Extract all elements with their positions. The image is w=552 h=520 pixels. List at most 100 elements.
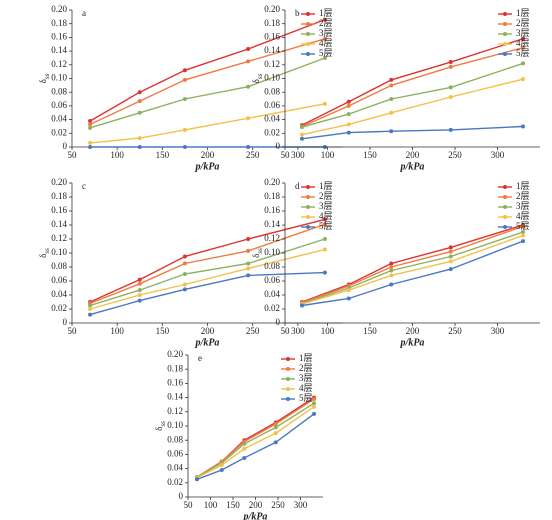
x-tick-label: 300: [294, 500, 308, 510]
legend-marker: [306, 22, 310, 26]
y-tick-label: 0.06: [51, 100, 67, 110]
panel-title: d: [295, 181, 300, 191]
point: [300, 136, 304, 141]
x-tick-label: 50: [281, 150, 291, 160]
point: [312, 404, 316, 409]
series-line: [301, 125, 524, 140]
point: [389, 97, 394, 102]
legend-marker: [306, 52, 310, 56]
y-tick-label: 0.10: [51, 247, 67, 257]
y-tick-label: 0.16: [51, 205, 67, 215]
y-tick-label: 0.12: [264, 233, 280, 243]
point: [448, 245, 453, 250]
point: [448, 249, 453, 254]
x-tick-label: 150: [156, 326, 170, 336]
y-tick-label: 0.08: [264, 86, 280, 96]
series-line: [301, 78, 524, 136]
series-line: [89, 38, 326, 126]
legend-label: 3层: [516, 28, 530, 38]
panel: 0 0.02 0.04 0.06 0.08 0.10 0.12 0.14 0.16 0.18 0.2…: [38, 177, 343, 348]
series-line: [301, 240, 524, 307]
x-tick-label: 250: [246, 326, 260, 336]
point: [389, 129, 394, 134]
point: [182, 287, 187, 292]
series-line: [301, 231, 524, 305]
y-tick-label: 0.10: [167, 420, 183, 430]
point: [346, 130, 351, 135]
point: [137, 90, 142, 95]
x-tick-label: 300: [291, 150, 305, 160]
legend-label: 5层: [299, 393, 313, 403]
y-tick-label: 0.08: [51, 261, 67, 271]
x-axis-label: p/kPa: [195, 337, 220, 348]
legend-label: 2层: [299, 363, 313, 373]
point: [389, 261, 394, 266]
y-tick-label: 0.14: [51, 219, 67, 229]
y-tick-label: 0.20: [264, 177, 280, 187]
point: [346, 122, 351, 127]
x-tick-label: 250: [448, 326, 462, 336]
point: [88, 303, 93, 308]
point: [322, 222, 327, 227]
y-tick-label: 0.20: [51, 177, 67, 187]
y-tick-label: 0.06: [51, 275, 67, 285]
legend-label: 3层: [319, 28, 333, 38]
point: [521, 230, 525, 234]
point: [312, 401, 316, 406]
y-tick-label: 0.08: [167, 434, 183, 444]
point: [88, 145, 93, 149]
panel: 0 0.02 0.04 0.06 0.08 0.10 0.12 0.14 0.16 0.18 0.2…: [154, 349, 323, 520]
legend-marker: [306, 32, 310, 36]
point: [346, 99, 351, 104]
point: [300, 125, 304, 130]
x-tick-label: 200: [201, 326, 215, 336]
point: [521, 224, 525, 229]
point: [88, 312, 93, 317]
point: [521, 124, 525, 129]
point: [182, 261, 187, 266]
point: [246, 273, 251, 278]
panel-title: b: [295, 8, 300, 18]
x-tick-label: 100: [321, 150, 335, 160]
panel: 0 0.02 0.04 0.06 0.08 0.10 0.12 0.14 0.16 0.18 0.2…: [251, 177, 540, 348]
panel-title: e: [198, 353, 202, 363]
y-axis-label: δss: [251, 73, 264, 83]
panel-title: c: [82, 181, 86, 191]
y-tick-label: 0: [63, 317, 68, 327]
point: [182, 68, 187, 73]
y-axis-label: δss: [251, 248, 264, 258]
point: [137, 288, 142, 293]
legend-marker: [286, 387, 290, 391]
point: [521, 239, 525, 244]
legend-marker: [503, 205, 507, 209]
y-tick-label: 0.12: [167, 406, 183, 416]
y-tick-label: 0.20: [167, 349, 183, 359]
series-line: [301, 234, 524, 305]
y-tick-label: 0.02: [264, 127, 280, 137]
legend-label: 4层: [516, 211, 530, 221]
point: [389, 83, 394, 88]
legend-label: 2层: [516, 191, 530, 201]
y-tick-label: 0.06: [167, 448, 183, 458]
point: [448, 259, 453, 264]
point: [88, 307, 93, 311]
point: [137, 281, 142, 286]
legend-marker: [306, 215, 310, 219]
x-tick-label: 150: [156, 150, 170, 160]
y-axis-label: δss: [38, 248, 51, 258]
y-tick-label: 0.16: [264, 31, 280, 41]
point: [448, 254, 453, 259]
x-tick-label: 50: [281, 326, 291, 336]
point: [521, 61, 525, 66]
y-tick-label: 0: [276, 317, 281, 327]
legend-label: 2层: [319, 191, 333, 201]
series-line: [301, 225, 524, 304]
legend-label: 5层: [319, 221, 333, 231]
x-tick-label: 300: [491, 150, 505, 160]
point: [137, 145, 142, 149]
point: [246, 266, 251, 271]
y-tick-label: 0.04: [51, 289, 67, 299]
point: [448, 94, 453, 99]
point: [182, 254, 187, 259]
